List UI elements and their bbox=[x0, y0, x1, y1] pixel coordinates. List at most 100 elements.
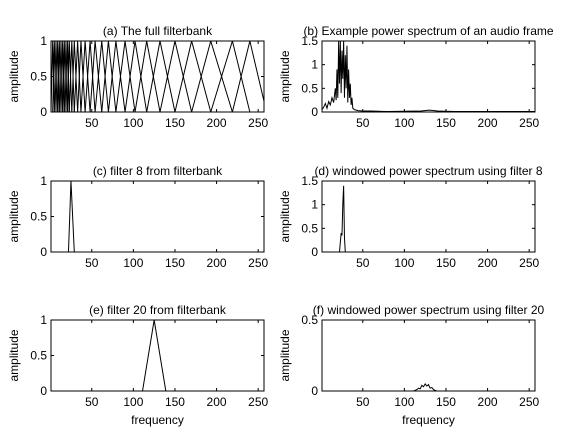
x-tick-label: 250 bbox=[248, 116, 268, 130]
y-tick-label: 0 bbox=[40, 105, 47, 119]
y-tick-label: 0 bbox=[40, 384, 47, 398]
axes-box bbox=[50, 180, 265, 253]
plot-area bbox=[322, 41, 535, 112]
x-tick-label: 50 bbox=[85, 395, 99, 409]
y-tick-label: 0 bbox=[311, 245, 318, 259]
x-tick-label: 100 bbox=[123, 256, 143, 270]
filter-line bbox=[159, 41, 193, 112]
x-tick-label: 250 bbox=[248, 256, 268, 270]
y-tick-label: 0 bbox=[40, 245, 47, 259]
y-axis-label: amplitude bbox=[278, 50, 292, 102]
y-axis-label: amplitude bbox=[7, 50, 21, 102]
y-axis-label: amplitude bbox=[278, 329, 292, 381]
subplot-b: (b) Example power spectrum of an audio f… bbox=[278, 24, 554, 130]
axes-box bbox=[321, 319, 536, 392]
filter-line bbox=[58, 41, 64, 112]
plot-area bbox=[338, 185, 346, 252]
filter-line bbox=[210, 41, 251, 112]
y-tick-label: 1 bbox=[40, 34, 47, 48]
x-tick-label: 200 bbox=[207, 116, 227, 130]
x-tick-label: 250 bbox=[519, 116, 539, 130]
filter-line bbox=[80, 41, 91, 112]
y-tick-label: 0.5 bbox=[301, 313, 318, 327]
series-line bbox=[142, 320, 167, 391]
x-tick-label: 150 bbox=[436, 116, 456, 130]
y-tick-label: 1 bbox=[311, 198, 318, 212]
y-tick-label: 0.5 bbox=[301, 81, 318, 95]
series-line bbox=[67, 181, 75, 252]
plot-area bbox=[51, 41, 264, 112]
filter-line bbox=[124, 41, 148, 112]
subplot-d: (d) windowed power spectrum using filter… bbox=[278, 164, 543, 270]
y-tick-label: 1.5 bbox=[301, 174, 318, 188]
plot-area bbox=[413, 383, 438, 391]
filter-line bbox=[107, 41, 126, 112]
x-tick-label: 250 bbox=[519, 395, 539, 409]
series-line bbox=[413, 383, 438, 391]
subplot-title: (a) The full filterbank bbox=[103, 24, 213, 38]
x-tick-label: 200 bbox=[207, 395, 227, 409]
filter-line bbox=[71, 41, 79, 112]
series-line bbox=[322, 41, 535, 112]
axes-box bbox=[321, 40, 536, 113]
x-tick-label: 50 bbox=[356, 256, 370, 270]
filter-line bbox=[60, 41, 65, 112]
series-line bbox=[338, 185, 346, 252]
y-tick-label: 0.5 bbox=[30, 70, 47, 84]
filter-line bbox=[134, 41, 161, 112]
filter-line bbox=[231, 41, 264, 112]
x-tick-label: 150 bbox=[165, 116, 185, 130]
x-tick-label: 250 bbox=[519, 256, 539, 270]
x-tick-label: 100 bbox=[123, 395, 143, 409]
x-tick-label: 50 bbox=[356, 116, 370, 130]
y-tick-label: 1 bbox=[40, 174, 47, 188]
filter-line bbox=[73, 41, 82, 112]
y-tick-label: 0.5 bbox=[30, 349, 47, 363]
x-tick-label: 200 bbox=[478, 116, 498, 130]
axes-box bbox=[50, 319, 265, 392]
x-tick-label: 200 bbox=[207, 256, 227, 270]
subplot-a: (a) The full filterbank amplitude 50 100 150… bbox=[7, 24, 269, 130]
x-axis-label: frequency bbox=[402, 413, 455, 427]
filter-line bbox=[68, 41, 75, 112]
y-tick-label: 0 bbox=[311, 105, 318, 119]
subplot-f: (f) windowed power spectrum using filter… bbox=[278, 303, 545, 427]
filter-line bbox=[89, 41, 103, 112]
filter-line bbox=[51, 41, 55, 112]
x-tick-label: 150 bbox=[165, 256, 185, 270]
x-tick-label: 150 bbox=[165, 395, 185, 409]
y-axis-label: amplitude bbox=[278, 190, 292, 242]
x-tick-label: 250 bbox=[248, 395, 268, 409]
filter-line bbox=[65, 41, 70, 112]
filter-line bbox=[55, 41, 60, 112]
subplot-title: (b) Example power spectrum of an audio f… bbox=[303, 24, 553, 38]
filter-line bbox=[115, 41, 136, 112]
filter-line bbox=[146, 41, 176, 112]
filter-line bbox=[84, 41, 96, 112]
filter-line bbox=[94, 41, 109, 112]
plot-area bbox=[142, 320, 167, 391]
subplot-title: (f) windowed power spectrum using filter… bbox=[313, 303, 545, 317]
x-tick-label: 150 bbox=[436, 256, 456, 270]
filter-line bbox=[101, 41, 117, 112]
filter-line bbox=[191, 41, 233, 112]
x-tick-label: 200 bbox=[478, 395, 498, 409]
y-axis-label: amplitude bbox=[7, 190, 21, 242]
filter-line bbox=[63, 41, 69, 112]
y-tick-label: 0.5 bbox=[30, 210, 47, 224]
subplot-title: (d) windowed power spectrum using filter… bbox=[314, 164, 542, 178]
x-tick-label: 50 bbox=[85, 116, 99, 130]
filter-line bbox=[174, 41, 212, 112]
filter-line bbox=[67, 41, 73, 112]
x-tick-label: 50 bbox=[85, 256, 99, 270]
y-tick-label: 0 bbox=[311, 384, 318, 398]
x-axis-label: frequency bbox=[131, 413, 184, 427]
x-tick-label: 150 bbox=[436, 395, 456, 409]
filter-line bbox=[52, 41, 57, 112]
subplot-c: (c) filter 8 from filterbank amplitude 50 1… bbox=[7, 164, 269, 270]
subplot-title: (c) filter 8 from filterbank bbox=[93, 164, 223, 178]
y-tick-label: 0.5 bbox=[301, 221, 318, 235]
plot-area bbox=[67, 181, 75, 252]
y-tick-label: 1.5 bbox=[301, 34, 318, 48]
